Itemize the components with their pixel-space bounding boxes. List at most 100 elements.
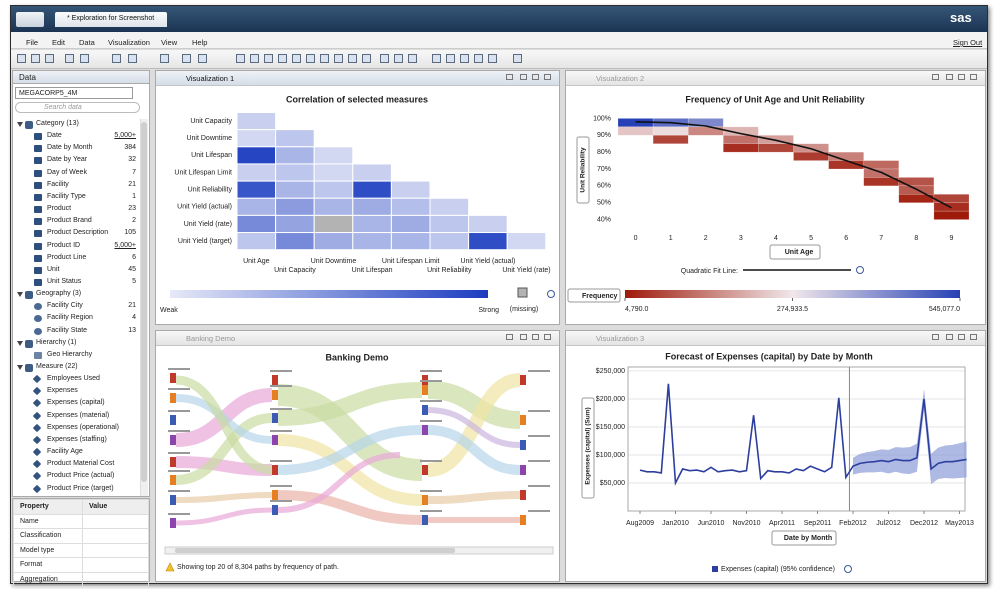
toolbar-button[interactable] xyxy=(31,54,40,63)
toolbar-button[interactable] xyxy=(45,54,54,63)
toolbar-button[interactable] xyxy=(17,54,26,63)
toolbar-button[interactable] xyxy=(250,54,259,63)
toolbar-button[interactable] xyxy=(128,54,137,63)
properties-table: Property Value Name Classification Model typ… xyxy=(12,498,150,587)
toolbar-button[interactable] xyxy=(236,54,245,63)
panel-button[interactable] xyxy=(532,334,539,340)
expand-arrow[interactable] xyxy=(17,292,23,298)
tree-item[interactable]: Facility Type 1 xyxy=(14,192,138,204)
tree-item[interactable]: Facility City 21 xyxy=(14,301,138,313)
expand-arrow[interactable] xyxy=(17,365,23,370)
menu-item[interactable]: Visualization xyxy=(108,38,150,47)
toolbar-button[interactable] xyxy=(80,54,89,63)
toolbar-button[interactable] xyxy=(278,54,287,63)
toolbar-button[interactable] xyxy=(292,54,301,63)
item-label: Expenses xyxy=(47,387,78,395)
tree-item[interactable]: Product 23 xyxy=(14,204,138,216)
menu-item[interactable]: Edit xyxy=(52,38,65,47)
tree-item[interactable]: Day of Week 7 xyxy=(14,168,138,180)
toolbar-button[interactable] xyxy=(348,54,357,63)
panel-title[interactable]: Visualization 2 xyxy=(566,71,985,86)
panel-button[interactable] xyxy=(958,334,965,340)
tree-group[interactable]: Hierarchy (1) xyxy=(14,338,138,350)
toolbar-button[interactable] xyxy=(198,54,207,63)
tree-item[interactable]: Facility State 13 xyxy=(14,326,138,338)
panel-button[interactable] xyxy=(506,334,513,340)
toolbar-button[interactable] xyxy=(394,54,403,63)
tree-item[interactable]: Employees Used xyxy=(14,374,138,386)
toolbar-button[interactable] xyxy=(160,54,169,63)
menu-item[interactable]: Data xyxy=(79,38,95,47)
tree-item[interactable]: Facility 21 xyxy=(14,180,138,192)
tree-item[interactable]: Expenses (capital) xyxy=(14,398,138,410)
tree-group[interactable]: Category (13) xyxy=(14,119,138,131)
toolbar-button[interactable] xyxy=(112,54,121,63)
panel-button[interactable] xyxy=(506,74,513,80)
expand-arrow[interactable] xyxy=(17,122,23,127)
tree-item[interactable]: Product Material Cost xyxy=(14,459,138,471)
toolbar-button[interactable] xyxy=(65,54,74,63)
tree-item[interactable]: Date 5,000+ xyxy=(14,131,138,143)
tree-item[interactable]: Unit 45 xyxy=(14,265,138,277)
tree-item[interactable]: Product Price (target) xyxy=(14,484,138,496)
menu-item[interactable]: View xyxy=(161,38,178,47)
tree-group[interactable]: Geography (3) xyxy=(14,289,138,301)
toolbar-button[interactable] xyxy=(306,54,315,63)
tree-item[interactable]: Date by Month 384 xyxy=(14,143,138,155)
toolbar-button[interactable] xyxy=(264,54,273,63)
search-box[interactable]: Search data xyxy=(15,102,140,113)
tree-item[interactable]: Product Brand 2 xyxy=(14,216,138,228)
toolbar-button[interactable] xyxy=(460,54,469,63)
toolbar-button[interactable] xyxy=(362,54,371,63)
menu-item[interactable]: Help xyxy=(192,38,208,47)
toolbar-button[interactable] xyxy=(320,54,329,63)
toolbar-button[interactable] xyxy=(513,54,522,63)
data-source[interactable]: MEGACORP5_4M xyxy=(15,87,133,99)
sign-out[interactable]: Sign Out xyxy=(953,38,983,47)
toolbar-button[interactable] xyxy=(408,54,417,63)
panel-button[interactable] xyxy=(970,74,977,80)
toolbar-button[interactable] xyxy=(380,54,389,63)
panel-button[interactable] xyxy=(544,334,551,340)
menu-item[interactable]: File xyxy=(26,38,39,47)
tree-item[interactable]: Product Description 105 xyxy=(14,228,138,240)
tree-item[interactable]: Expenses (staffing) xyxy=(14,435,138,447)
item-icon xyxy=(32,459,42,469)
tree-item[interactable]: Facility Region 4 xyxy=(14,313,138,325)
toolbar-button[interactable] xyxy=(334,54,343,63)
item-icon xyxy=(34,315,42,323)
tree-item[interactable]: Expenses (material) xyxy=(14,411,138,423)
document-tab[interactable]: * Exploration for Screenshot xyxy=(55,12,167,27)
toolbar-button[interactable] xyxy=(474,54,483,63)
panel-button[interactable] xyxy=(520,334,527,340)
tree-item[interactable]: Unit Status 5 xyxy=(14,277,138,289)
panel-title[interactable]: Visualization 3 xyxy=(566,331,985,346)
tree-item[interactable]: Expenses xyxy=(14,386,138,398)
tree-item[interactable]: Product Line 6 xyxy=(14,253,138,265)
tree-item[interactable]: Facility Age xyxy=(14,447,138,459)
panel-button[interactable] xyxy=(958,74,965,80)
toolbar-button[interactable] xyxy=(488,54,497,63)
tree-item[interactable]: Product Price (actual) xyxy=(14,471,138,483)
tree-group[interactable]: Measure (22) xyxy=(14,362,138,374)
panel-title[interactable]: Banking Demo xyxy=(156,331,559,346)
toolbar-button[interactable] xyxy=(432,54,441,63)
home-button[interactable] xyxy=(16,12,44,27)
tree-item[interactable]: Geo Hierarchy xyxy=(14,350,138,362)
panel-button[interactable] xyxy=(946,74,953,80)
tree-item[interactable]: Date by Year 32 xyxy=(14,155,138,167)
tree-item[interactable]: Product ID 5,000+ xyxy=(14,241,138,253)
tree-item[interactable]: Expenses (operational) xyxy=(14,423,138,435)
panel-button[interactable] xyxy=(932,74,939,80)
expand-arrow[interactable] xyxy=(17,340,23,346)
panel-button[interactable] xyxy=(520,74,527,80)
toolbar-button[interactable] xyxy=(182,54,191,63)
panel-button[interactable] xyxy=(532,74,539,80)
panel-button[interactable] xyxy=(544,74,551,80)
panel-title[interactable]: Visualization 1 xyxy=(156,71,559,86)
scroll-thumb[interactable] xyxy=(141,122,147,482)
panel-button[interactable] xyxy=(932,334,939,340)
panel-button[interactable] xyxy=(970,334,977,340)
toolbar-button[interactable] xyxy=(446,54,455,63)
panel-button[interactable] xyxy=(946,334,953,340)
